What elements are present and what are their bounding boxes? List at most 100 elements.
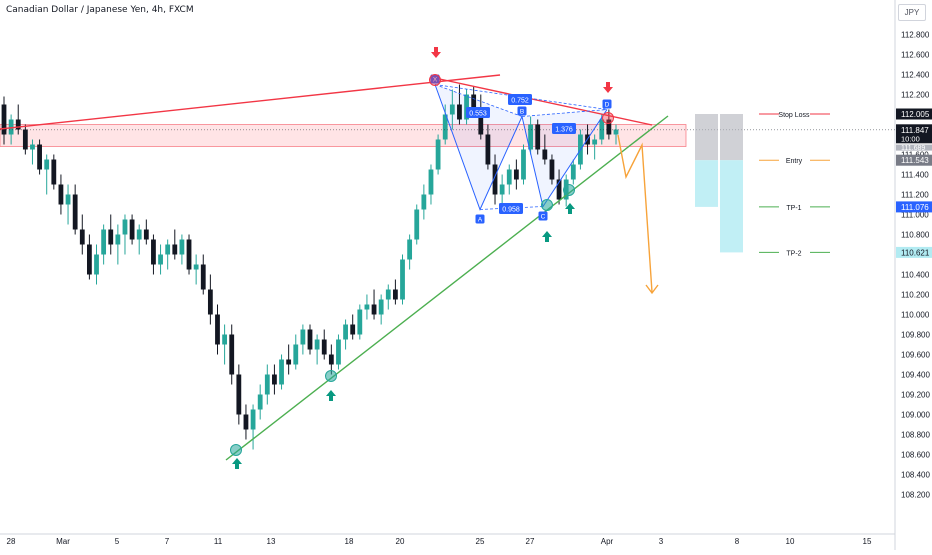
trade-levels: Stop Loss Entry TP-1 TP-2	[759, 112, 830, 257]
candle-body	[371, 304, 377, 315]
time-tick-label: 13	[267, 537, 276, 546]
time-tick-label: Mar	[56, 537, 70, 546]
candle-body	[250, 409, 256, 430]
time-tick-label: 3	[659, 537, 664, 546]
price-tick-label: 108.800	[901, 431, 930, 440]
candle-body	[279, 359, 284, 385]
candle-body	[101, 229, 107, 255]
candle-body	[464, 94, 469, 120]
resistance-touch-marker	[429, 74, 441, 86]
projected-path-arrowhead	[645, 284, 659, 295]
candle-body	[528, 124, 534, 150]
support-touch-marker	[325, 370, 337, 382]
candle-body	[478, 109, 484, 135]
candle-body	[37, 144, 42, 170]
candle-body	[65, 194, 71, 205]
candle-body	[400, 259, 405, 300]
time-axis-ticks: 28 Mar 5 7 11 13 18 20 25 27 Apr 3 8 10 15	[7, 537, 872, 546]
candle-body	[158, 254, 163, 265]
candle-body	[272, 374, 277, 385]
price-tick-label: 110.800	[901, 231, 930, 240]
time-tick-label: 7	[165, 537, 170, 546]
pattern-ratio-label: 0.553	[469, 111, 487, 118]
candle-body	[72, 194, 78, 230]
candle-body	[207, 289, 213, 315]
candle-body	[307, 329, 313, 350]
support-touch-marker	[541, 199, 553, 211]
candle-body	[129, 219, 135, 240]
candle-body	[471, 94, 477, 110]
sell-signal-arrow	[603, 82, 613, 93]
time-tick-label: 10	[786, 537, 795, 546]
stop-loss-zone	[695, 114, 718, 161]
candle-body	[44, 159, 50, 170]
candle-body	[457, 104, 462, 120]
price-tick-label: 110.400	[901, 271, 930, 280]
pattern-triangle-bcd	[522, 109, 607, 207]
candle-body	[364, 304, 370, 310]
take-profit-zone	[720, 160, 743, 253]
candle-body	[286, 359, 292, 365]
candle-body	[1, 104, 7, 135]
candle-body	[229, 334, 235, 375]
candle-body	[94, 254, 99, 275]
harmonic-pattern: X A B C D 0.553 0.752 0.958 1.376	[430, 74, 612, 224]
price-tick-label: 111.400	[901, 171, 929, 180]
candle-body	[108, 229, 114, 245]
sell-signal-arrow	[431, 47, 441, 58]
time-tick-label: 28	[7, 537, 16, 546]
candle-body	[513, 169, 519, 180]
level-label: Entry	[786, 158, 803, 165]
pattern-ratio-badge	[552, 123, 576, 134]
buy-signal-arrow	[542, 231, 552, 242]
candle-body	[592, 139, 598, 145]
pattern-point-marker	[475, 214, 485, 224]
pattern-triangle-xab	[435, 84, 522, 210]
candle-body	[257, 394, 263, 410]
previous-price-tag: 111.689	[901, 145, 925, 152]
price-tick-label: 108.400	[901, 471, 930, 480]
price-tick-label: 109.200	[901, 391, 930, 400]
candle-body	[122, 219, 128, 235]
pattern-ratio-label: 1.376	[555, 127, 573, 134]
level-label: Stop Loss	[778, 112, 810, 119]
candle-body	[15, 119, 21, 130]
resistance-trendline	[0, 74, 501, 130]
currency-selector[interactable]: JPY	[898, 4, 926, 21]
candle-body	[58, 184, 64, 205]
price-tick-label: 111.200	[901, 191, 929, 200]
buy-signal-arrow	[326, 390, 336, 401]
candle-body	[143, 229, 149, 240]
pattern-point-marker	[538, 211, 548, 221]
price-tick-label: 108.200	[901, 491, 930, 500]
level-label: TP-2	[786, 250, 801, 257]
price-tick-label: 109.800	[901, 331, 930, 340]
time-tick-label: 11	[214, 537, 223, 546]
candle-body	[414, 209, 420, 240]
candle-body	[86, 244, 92, 275]
support-trendline	[225, 115, 669, 461]
candle-body	[407, 239, 413, 260]
candle-body	[492, 164, 498, 195]
buy-signal-arrow	[565, 203, 575, 214]
candle-body	[343, 324, 348, 340]
candle-body	[200, 264, 206, 290]
candle-body	[186, 239, 192, 270]
current-price-tag-bg	[896, 124, 932, 144]
time-tick-label: 25	[476, 537, 485, 546]
candle-body	[549, 159, 555, 180]
candle-body	[535, 124, 541, 150]
price-tick-label: 112.800	[901, 31, 930, 40]
tp1-price-tag-bg	[896, 201, 932, 213]
tp2-price-tag: 110.621	[901, 248, 930, 257]
bar-countdown: 10:00	[901, 134, 920, 143]
time-tick-label: 27	[526, 537, 535, 546]
candle-body	[357, 309, 363, 335]
price-tick-label: 112.600	[901, 51, 930, 60]
price-tick-label: 109.400	[901, 371, 930, 380]
candle-body	[79, 229, 85, 245]
pattern-ratio-label: 0.958	[502, 207, 520, 214]
